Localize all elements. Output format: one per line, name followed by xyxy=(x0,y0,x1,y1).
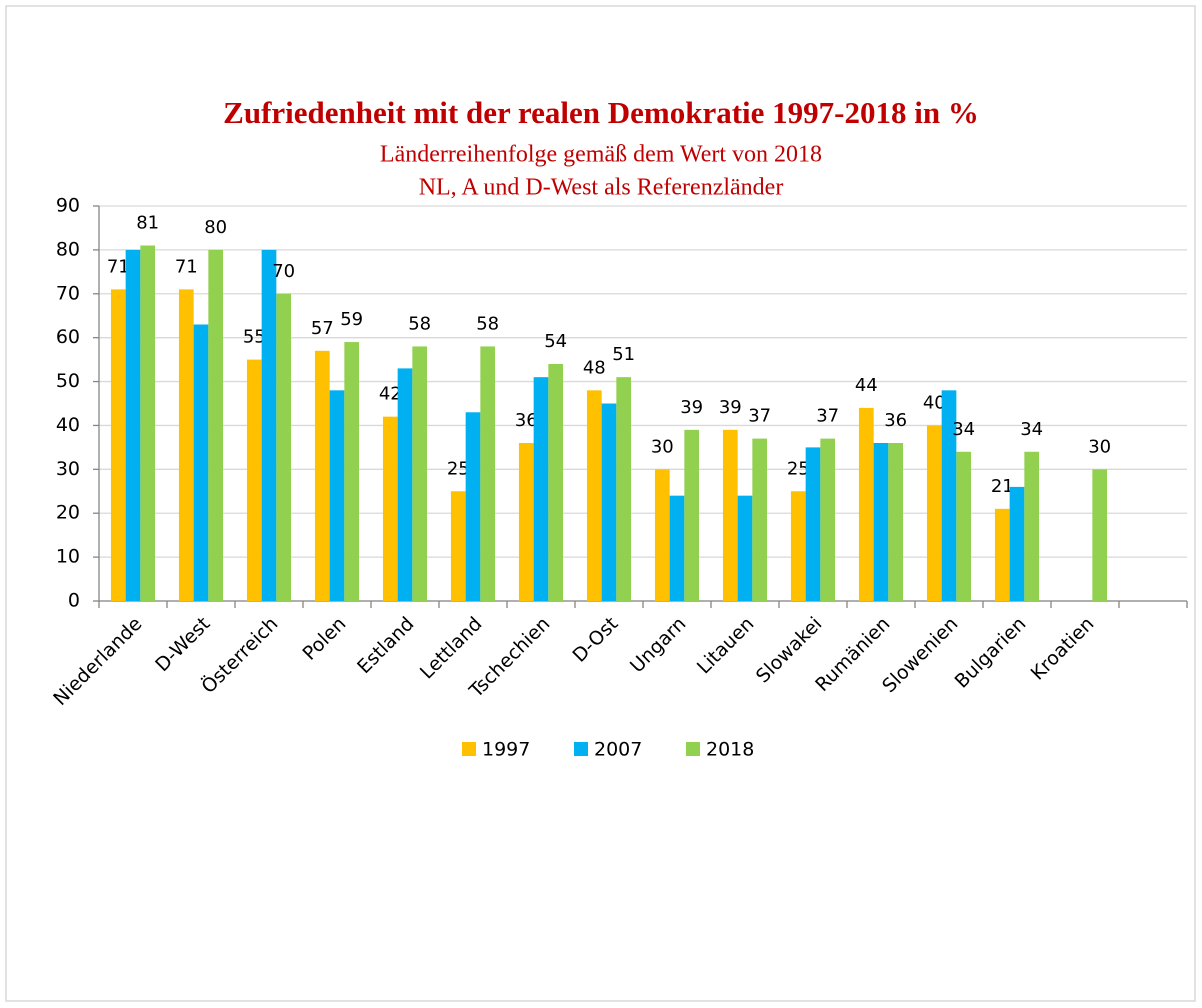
bar xyxy=(314,350,330,601)
data-label: 48 xyxy=(583,357,606,378)
bar xyxy=(246,359,262,601)
bar xyxy=(480,346,496,601)
bar xyxy=(344,342,360,601)
bar xyxy=(669,495,685,601)
bar xyxy=(941,390,957,601)
bar xyxy=(465,412,481,601)
data-label: 36 xyxy=(515,410,538,431)
data-label: 30 xyxy=(651,436,674,457)
bar xyxy=(616,377,632,601)
data-label: 39 xyxy=(680,397,703,418)
legend-swatch xyxy=(574,742,588,756)
bar xyxy=(276,293,292,601)
data-label: 80 xyxy=(204,217,227,238)
legend-swatch xyxy=(462,742,476,756)
data-label: 39 xyxy=(719,397,742,418)
y-tick-label: 20 xyxy=(56,502,80,524)
data-label: 36 xyxy=(884,410,907,431)
bar xyxy=(382,416,398,601)
bar xyxy=(208,249,224,601)
data-label: 40 xyxy=(923,392,946,413)
bar xyxy=(450,491,466,601)
data-label: 25 xyxy=(447,458,470,479)
data-label: 44 xyxy=(855,375,878,396)
data-label: 58 xyxy=(476,313,499,334)
y-tick-label: 70 xyxy=(56,282,80,304)
bar xyxy=(684,429,700,601)
bar xyxy=(518,443,534,601)
bar xyxy=(586,390,602,601)
bar xyxy=(858,407,874,601)
bar xyxy=(601,403,617,601)
y-tick-label: 30 xyxy=(56,458,80,480)
data-label: 25 xyxy=(787,458,810,479)
data-label: 34 xyxy=(952,419,975,440)
data-label: 21 xyxy=(991,476,1014,497)
y-tick-label: 60 xyxy=(56,326,80,348)
bar xyxy=(261,249,277,601)
y-tick-label: 0 xyxy=(68,590,80,612)
bar xyxy=(873,443,889,601)
y-tick-label: 80 xyxy=(56,238,80,260)
bar xyxy=(140,245,156,601)
data-label: 81 xyxy=(136,213,159,234)
bar xyxy=(193,324,209,601)
data-label: 59 xyxy=(340,309,363,330)
data-label: 30 xyxy=(1088,436,1111,457)
bar xyxy=(1092,469,1108,601)
y-tick-label: 50 xyxy=(56,370,80,392)
data-label: 58 xyxy=(408,313,431,334)
bar xyxy=(926,425,942,601)
data-label: 54 xyxy=(544,331,567,352)
legend-label: 2007 xyxy=(594,739,642,761)
bar xyxy=(178,289,194,601)
data-label: 51 xyxy=(612,344,635,365)
bar xyxy=(533,377,549,601)
bar xyxy=(125,249,141,601)
bar xyxy=(956,451,972,601)
chart-subtitle: Länderreihenfolge gemäß dem Wert von 201… xyxy=(380,142,822,168)
bar xyxy=(888,443,904,601)
y-tick-label: 90 xyxy=(56,195,80,217)
bar xyxy=(994,508,1010,601)
y-tick-label: 40 xyxy=(56,414,80,436)
legend-label: 1997 xyxy=(482,739,530,761)
bar xyxy=(737,495,753,601)
bar xyxy=(397,368,413,601)
data-label: 34 xyxy=(1020,419,1043,440)
bar xyxy=(654,469,670,601)
chart-title: Zufriedenheit mit der realen Demokratie … xyxy=(223,95,979,130)
bar xyxy=(329,390,345,601)
data-label: 57 xyxy=(311,318,334,339)
bar xyxy=(820,438,836,601)
legend-swatch xyxy=(686,742,700,756)
chart-subtitle: NL, A und D-West als Referenzländer xyxy=(419,175,784,201)
data-label: 55 xyxy=(243,327,266,348)
bar xyxy=(722,429,738,601)
data-label: 37 xyxy=(748,406,771,427)
bar xyxy=(752,438,768,601)
bar xyxy=(805,447,821,601)
bar xyxy=(110,289,126,601)
data-label: 70 xyxy=(272,261,295,282)
bar xyxy=(790,491,806,601)
bar xyxy=(548,364,564,601)
bar xyxy=(412,346,428,601)
data-label: 71 xyxy=(175,256,198,277)
data-label: 37 xyxy=(816,406,839,427)
data-label: 42 xyxy=(379,384,402,405)
y-tick-label: 10 xyxy=(56,546,80,568)
bar xyxy=(1024,451,1040,601)
bar xyxy=(1009,486,1025,601)
legend-label: 2018 xyxy=(706,739,754,761)
data-label: 71 xyxy=(107,256,130,277)
